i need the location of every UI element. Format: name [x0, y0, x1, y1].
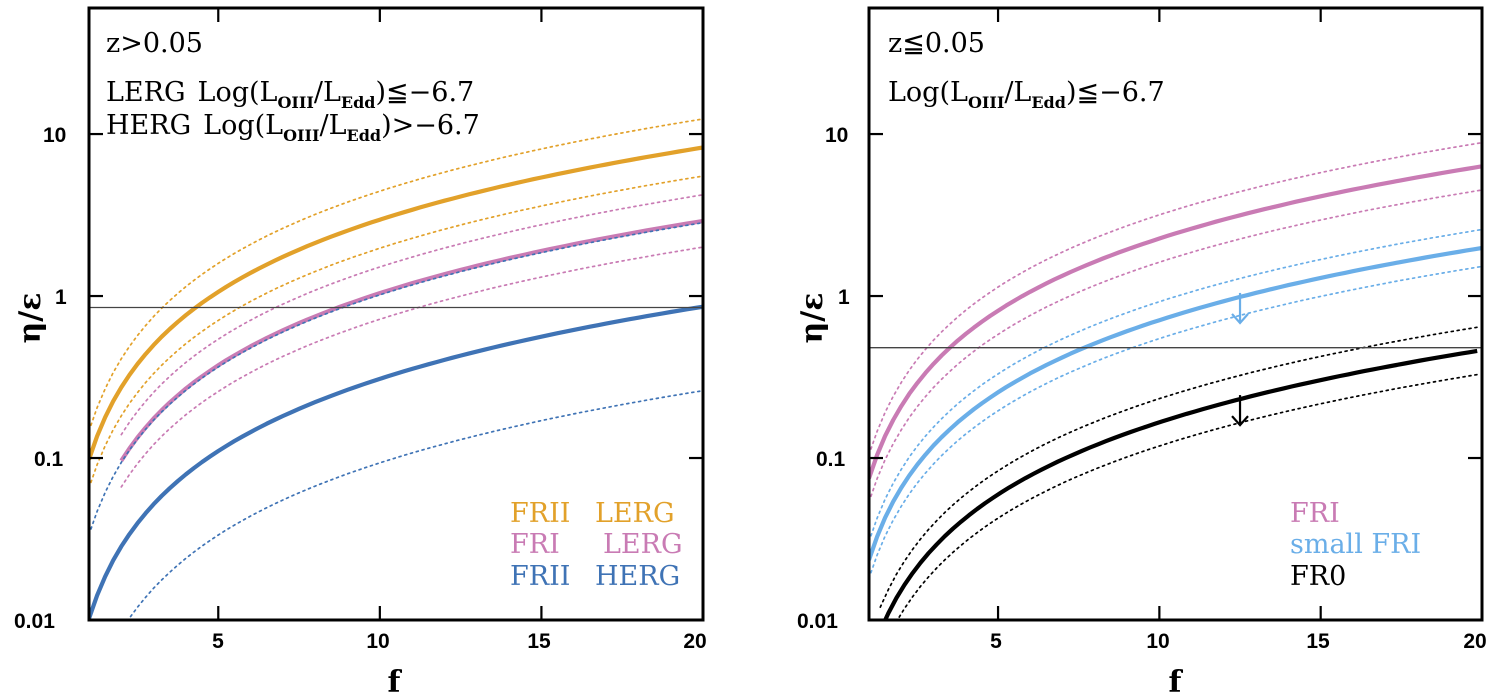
left-annotation-herg-cond: )>−6.7 [381, 110, 480, 141]
right-annotation-slash: /L [1004, 77, 1031, 108]
left-annotation-lerg-cond: )≦−6.7 [375, 77, 474, 108]
left-annotation-lerg: LERG Log(LOIII/LEdd)≦−6.7 [106, 77, 474, 112]
right-annotation-redshift: z≦0.05 [888, 28, 985, 59]
left-ytick-label-10: 10 [43, 124, 66, 147]
left-x-axis-label: f [388, 665, 403, 695]
right-annotation-edd: Edd [1031, 93, 1066, 112]
left-ytick-label-1: 1 [55, 286, 67, 309]
left-xtick-label-20: 20 [683, 630, 706, 653]
right-fr0-curve [882, 348, 1478, 620]
left-frii-lerg-upper-bound [89, 118, 703, 432]
right-plot-frame [867, 6, 1484, 622]
left-legend: FRII LERG FRI LERG FRII HERG [510, 498, 683, 592]
right-small-fri-curve [869, 245, 1482, 561]
left-legend-frii-lerg-a: FRII [510, 498, 570, 529]
right-small-fri-upper-bound [869, 228, 1482, 543]
right-ytick-label-1: 1 [838, 286, 850, 309]
right-y-axis-label: η/ε [795, 292, 830, 343]
left-y-axis-label: η/ε [13, 292, 48, 343]
right-annotation-luminosity: Log(LOIII/LEdd)≦−6.7 [888, 77, 1165, 112]
right-panel: 0.01 0.1 1 10 5 10 15 20 f η/ε z≦0.05 Lo… [795, 6, 1487, 695]
left-legend-fri-lerg-b: LERG [603, 529, 683, 560]
left-annotation-lerg-name: LERG [106, 77, 186, 108]
right-legend-fri: FRI [1290, 498, 1340, 529]
right-small-fri-lower-bound [869, 265, 1482, 580]
right-xtick-label-20: 20 [1463, 630, 1486, 653]
left-legend-frii-lerg-b: LERG [595, 498, 675, 529]
left-annotation-herg: HERG Log(LOIII/LEdd)>−6.7 [106, 110, 480, 145]
left-annotation-lerg-oiii: OIII [277, 93, 313, 112]
right-curves [869, 141, 1482, 620]
right-xtick-label-15: 15 [1306, 630, 1330, 653]
left-fri-lerg-upper-bound [120, 193, 703, 436]
right-upper-limit-arrows [1231, 292, 1249, 427]
left-annotation-herg-edd: Edd [347, 126, 382, 145]
left-annotation-herg-oiii: OIII [283, 126, 319, 145]
left-frii-lerg-curve [89, 145, 703, 461]
left-plot-frame [87, 6, 705, 622]
left-frii-herg-curve [89, 304, 703, 620]
right-xtick-label-10: 10 [1146, 630, 1169, 653]
right-ytick-label-0.01: 0.01 [797, 610, 838, 633]
left-annotation-herg-log: Log(L [203, 110, 283, 141]
left-fri-lerg-lower-bound [120, 246, 703, 488]
right-annotation-oiii: OIII [968, 93, 1004, 112]
right-fr0-lower-bound [896, 373, 1479, 620]
left-xtick-label-5: 5 [212, 630, 224, 653]
right-legend-small-fri: small FRI [1290, 529, 1421, 560]
left-legend-frii-herg-b: HERG [595, 561, 680, 592]
left-annotation-herg-slash: /L [319, 110, 346, 141]
left-frii-herg-lower-bound [127, 389, 703, 620]
right-fri-lower-bound [869, 189, 1482, 503]
right-small-fri-upper-limit-arrow-head [1231, 313, 1249, 325]
left-legend-frii-herg-a: FRII [510, 561, 570, 592]
left-panel: 0.01 0.1 1 10 5 10 15 20 f η/ε z>0.05 LE… [13, 6, 707, 695]
left-annotation-herg-name: HERG [106, 110, 191, 141]
left-frii-lerg-lower-bound [89, 175, 703, 489]
right-legend: FRI small FRI FR0 [1290, 498, 1421, 592]
right-fr0-upper-bound [879, 326, 1479, 608]
left-curves [89, 118, 703, 620]
right-x-axis-label: f [1169, 665, 1184, 695]
right-fr0-upper-limit-arrow-head [1231, 415, 1249, 427]
right-ytick-label-0.1: 0.1 [816, 448, 846, 471]
left-legend-fri-lerg-a: FRI [510, 529, 560, 560]
left-annotation-lerg-log: Log(L [198, 77, 278, 108]
left-ytick-label-0.1: 0.1 [34, 448, 64, 471]
right-legend-fr0: FR0 [1290, 561, 1346, 592]
right-annotation-log: Log(L [888, 77, 968, 108]
right-fri-upper-bound [869, 141, 1482, 456]
left-xtick-label-15: 15 [527, 630, 551, 653]
right-annotation-cond: )≦−6.7 [1066, 77, 1165, 108]
left-annotation-lerg-edd: Edd [341, 93, 376, 112]
left-annotation-lerg-slash: /L [314, 77, 341, 108]
right-fri-curve [869, 164, 1482, 479]
left-frii-herg-upper-bound [89, 221, 703, 536]
left-fri-lerg-curve [119, 218, 703, 462]
left-annotation-redshift: z>0.05 [106, 28, 203, 59]
right-ytick-label-10: 10 [825, 124, 848, 147]
left-ytick-label-0.01: 0.01 [14, 610, 55, 633]
right-xtick-label-5: 5 [990, 630, 1002, 653]
left-xtick-label-10: 10 [366, 630, 389, 653]
